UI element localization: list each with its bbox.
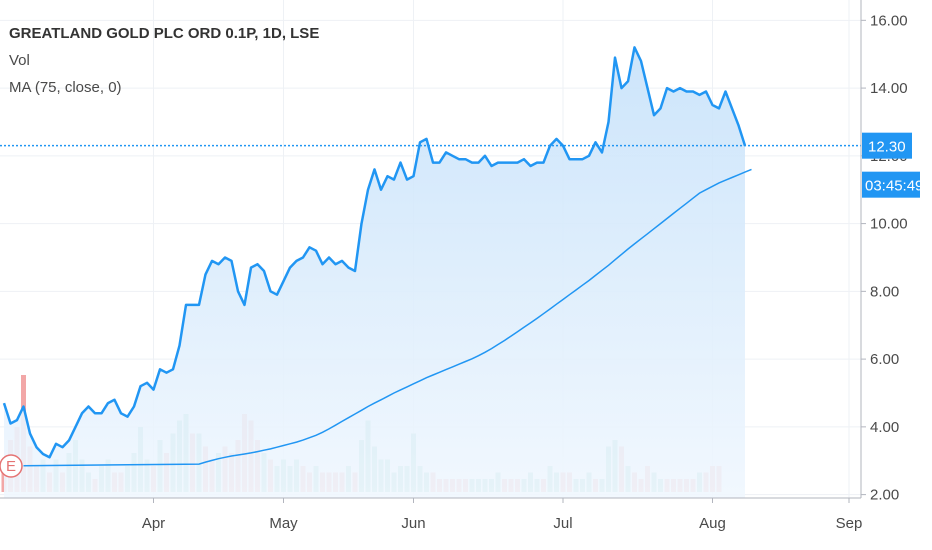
x-tick-label: May <box>269 515 298 532</box>
countdown-tag <box>862 171 920 198</box>
ma-legend[interactable]: MA (75, close, 0) <box>9 79 122 96</box>
earnings-label: E <box>6 458 16 475</box>
y-tick-label: 8.00 <box>870 283 899 300</box>
x-tick-label: Jul <box>553 515 572 532</box>
x-tick-label: Jun <box>401 515 425 532</box>
time-scale[interactable]: Apr May Jun Jul Aug Sep <box>142 498 863 532</box>
earnings-marker[interactable]: E <box>0 454 23 478</box>
x-tick-label: Aug <box>699 515 726 532</box>
y-tick-label: 6.00 <box>870 351 899 368</box>
y-tick-label: 14.00 <box>870 80 908 97</box>
y-tick-label: 10.00 <box>870 216 908 233</box>
y-tick-label: 2.00 <box>870 487 899 504</box>
x-tick-label: Sep <box>836 515 863 532</box>
moving-average-line <box>23 168 752 467</box>
y-tick-label: 4.00 <box>870 419 899 436</box>
x-tick-label: Apr <box>142 515 165 532</box>
chart-legend: GREATLAND GOLD PLC ORD 0.1P, 1D, LSE Vol… <box>9 20 319 101</box>
volume-legend[interactable]: Vol <box>9 52 30 69</box>
price-tags: 12.30 03:45:49 <box>862 132 923 198</box>
last-price-value: 12.30 <box>868 139 906 156</box>
price-area-fill <box>4 47 745 499</box>
price-line <box>2 46 747 459</box>
last-price-tag <box>862 132 912 159</box>
y-tick-label: 16.00 <box>870 12 908 29</box>
symbol-title[interactable]: GREATLAND GOLD PLC ORD 0.1P, 1D, LSE <box>9 25 320 42</box>
earnings-circle[interactable] <box>0 454 23 478</box>
countdown-value: 03:45:49 <box>865 178 923 195</box>
